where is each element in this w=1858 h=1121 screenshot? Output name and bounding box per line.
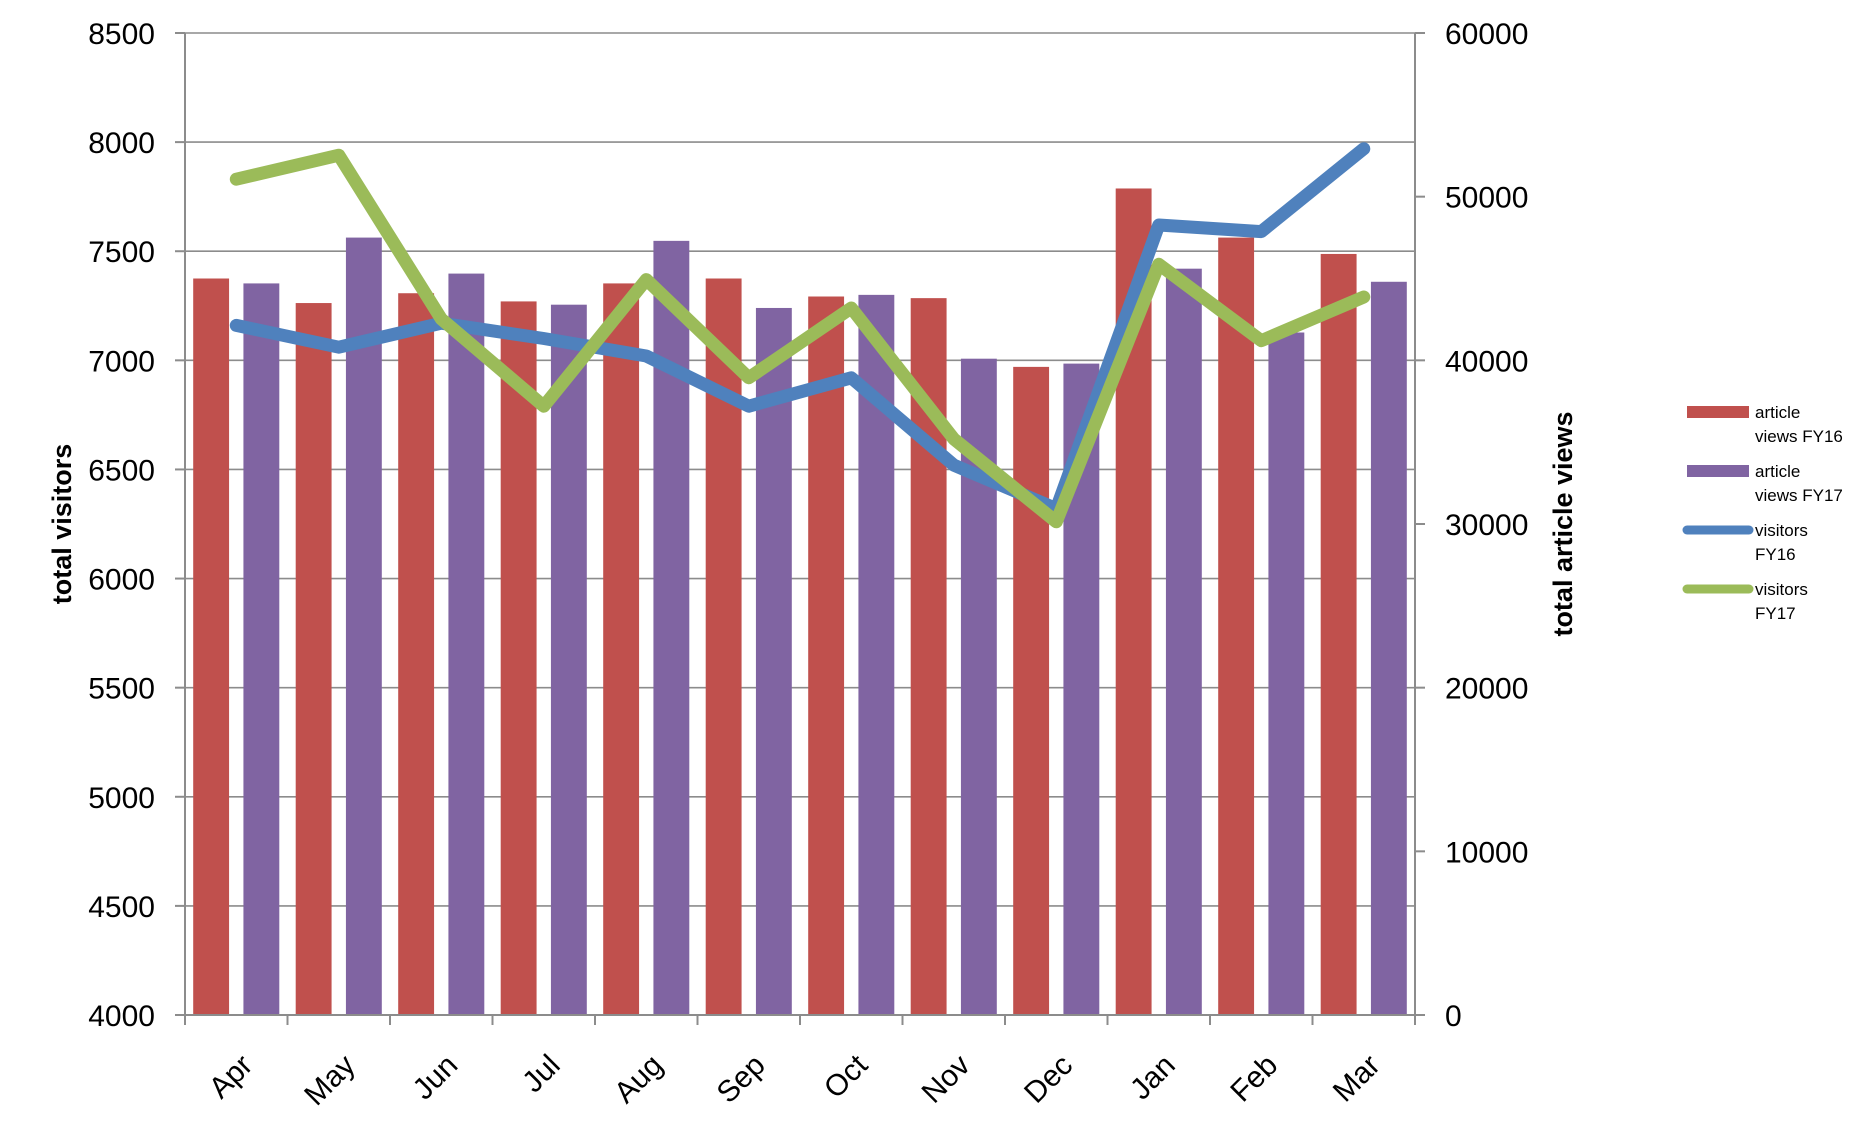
legend-label: FY17 (1755, 604, 1796, 623)
left-tick-label: 4000 (88, 1000, 155, 1033)
gridlines (185, 32, 1415, 907)
x-tick-label-mar: Mar (1327, 1049, 1387, 1109)
bar-jun (398, 293, 435, 1016)
right-tick-label: 60000 (1445, 18, 1528, 51)
right-axis-title: total article views (1548, 411, 1578, 636)
right-tick-label: 10000 (1445, 836, 1528, 869)
bar-jun (448, 273, 485, 1016)
legend-label: visitors (1755, 580, 1808, 599)
x-tick-label-jan: Jan (1124, 1049, 1182, 1107)
legend-label: views FY16 (1755, 427, 1843, 446)
legend-swatch (1687, 465, 1749, 477)
legend-label: article (1755, 462, 1800, 481)
x-tick-label-may: May (298, 1049, 361, 1112)
bar-apr (193, 278, 230, 1015)
legend-label: views FY17 (1755, 486, 1843, 505)
x-tick-label-feb: Feb (1224, 1049, 1284, 1109)
left-tick-label: 5000 (88, 782, 155, 815)
right-tick-label: 30000 (1445, 509, 1528, 542)
left-tick-label: 5500 (88, 673, 155, 706)
x-tick-label-apr: Apr (203, 1049, 259, 1105)
left-tick-label: 8500 (88, 18, 155, 51)
left-tick-label: 7500 (88, 236, 155, 269)
bar-jan (1165, 268, 1202, 1015)
x-tick-label-dec: Dec (1018, 1049, 1079, 1110)
right-tick-label: 0 (1445, 1000, 1462, 1033)
bar-dec (1013, 366, 1050, 1015)
bar-feb (1268, 332, 1305, 1015)
legend-swatch (1687, 406, 1749, 418)
line-visitors-fy17 (229, 148, 1371, 529)
x-tick-label-nov: Nov (916, 1049, 977, 1110)
bar-oct (808, 296, 845, 1016)
left-tick-label: 4500 (88, 891, 155, 924)
x-tick-label-oct: Oct (818, 1048, 875, 1105)
axes (175, 32, 1425, 1025)
legend-label: article (1755, 403, 1800, 422)
bar-may (295, 303, 332, 1015)
x-tick-label-jul: Jul (516, 1049, 566, 1099)
x-tick-label-aug: Aug (608, 1049, 669, 1110)
line-visitors-fy16 (229, 142, 1371, 516)
bar-apr (243, 283, 280, 1015)
bar-jul (550, 304, 587, 1016)
bar-jul (500, 301, 537, 1015)
line-series (229, 142, 1371, 529)
bar-aug (603, 283, 640, 1015)
x-tick-label-jun: Jun (407, 1049, 465, 1107)
bar-series (193, 188, 1407, 1016)
left-tick-label: 8000 (88, 127, 155, 160)
left-tick-label: 7000 (88, 345, 155, 378)
left-axis-title: total visitors (47, 444, 77, 605)
x-tick-label-sep: Sep (711, 1049, 772, 1110)
left-tick-label: 6500 (88, 454, 155, 487)
left-tick-label: 6000 (88, 564, 155, 597)
right-tick-label: 40000 (1445, 345, 1528, 378)
right-tick-label: 50000 (1445, 182, 1528, 215)
bar-mar (1320, 253, 1357, 1015)
legend-label: FY16 (1755, 545, 1796, 564)
bar-feb (1218, 237, 1255, 1016)
bar-mar (1370, 281, 1407, 1016)
bar-may (345, 237, 382, 1016)
bar-sep (755, 307, 792, 1016)
legend: article views FY16 article views FY17 visito… (1682, 403, 1843, 623)
legend-label: visitors (1755, 521, 1808, 540)
right-tick-label: 20000 (1445, 673, 1528, 706)
